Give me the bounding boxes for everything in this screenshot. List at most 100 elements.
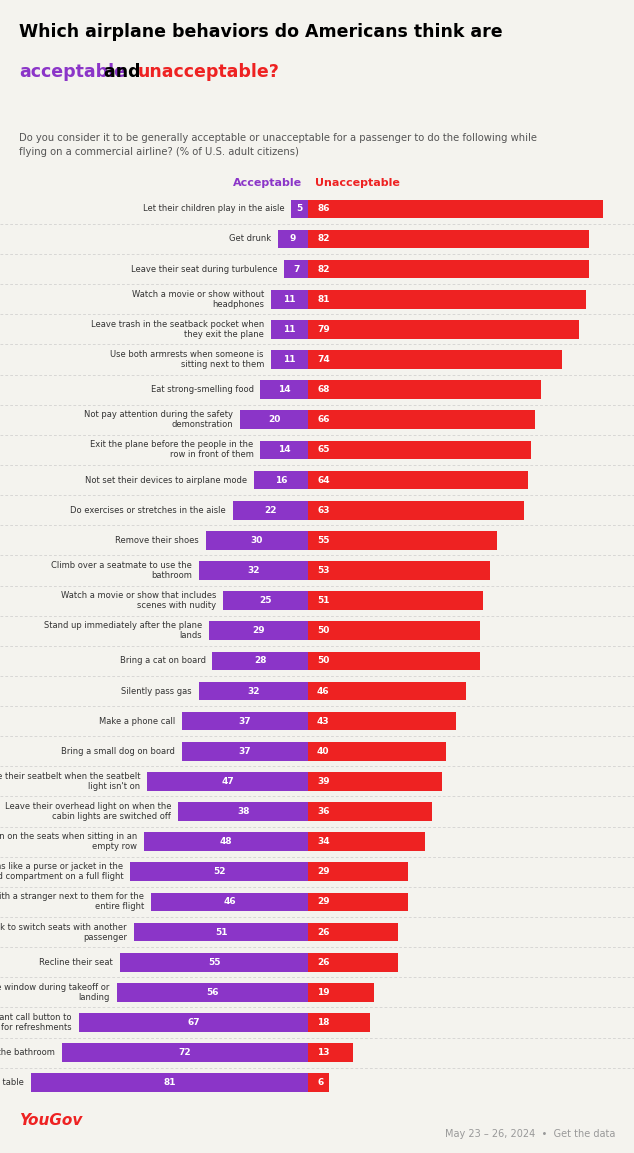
Bar [308,862,408,881]
Text: 51: 51 [215,928,228,936]
Bar [308,621,480,640]
Text: Exit the plane before the people in the
row in front of them: Exit the plane before the people in the … [91,440,254,459]
Text: Remove their shoes: Remove their shoes [115,536,199,545]
Text: 30: 30 [251,536,263,545]
Bar [308,711,456,731]
Bar [308,289,586,309]
Bar [308,984,373,1002]
Text: 64: 64 [317,475,330,484]
Text: May 23 – 26, 2024  •  Get the data: May 23 – 26, 2024 • Get the data [444,1129,615,1139]
Text: Ask to switch seats with another
passenger: Ask to switch seats with another passeng… [0,922,127,942]
Bar [223,591,308,610]
Text: 74: 74 [317,355,330,364]
Text: 39: 39 [317,777,330,786]
Text: Lie down on the seats when sitting in an
empty row: Lie down on the seats when sitting in an… [0,832,137,851]
Text: 55: 55 [317,536,330,545]
Bar [308,351,562,369]
Text: Not pay attention during the safety
demonstration: Not pay attention during the safety demo… [84,410,233,429]
Text: Leave trash in the seatback pocket when
they exit the plane: Leave trash in the seatback pocket when … [91,319,264,339]
Text: Unacceptable: Unacceptable [315,178,400,188]
Text: Stand up immediately after the plane
lands: Stand up immediately after the plane lan… [44,621,202,640]
Bar [308,922,398,942]
Text: 50: 50 [317,626,330,635]
Text: Bring a cat on board: Bring a cat on board [120,656,205,665]
Text: Which airplane behaviors do Americans think are: Which airplane behaviors do Americans th… [19,23,503,42]
Bar [308,773,442,791]
Text: 22: 22 [264,506,277,514]
Bar [308,380,541,399]
Text: 19: 19 [317,988,330,997]
Text: 26: 26 [317,958,330,966]
Text: 68: 68 [317,385,330,394]
Text: Push the flight attendant call button to
ask for refreshments: Push the flight attendant call button to… [0,1013,72,1032]
Text: 32: 32 [247,686,260,695]
Bar [181,741,308,761]
Bar [308,532,497,550]
Text: 11: 11 [283,355,296,364]
Bar [209,621,308,640]
Bar [308,321,579,339]
Bar [199,681,308,700]
Text: 29: 29 [317,897,330,906]
Text: Close the window during takeoff or
landing: Close the window during takeoff or landi… [0,982,110,1002]
Bar [181,711,308,731]
Text: Chat with a stranger next to them for the
entire flight: Chat with a stranger next to them for th… [0,892,144,912]
Text: unacceptable?: unacceptable? [138,63,280,82]
Text: 65: 65 [317,445,330,454]
Text: 14: 14 [278,385,291,394]
Text: Leave their seat during turbulence: Leave their seat during turbulence [131,265,278,273]
Text: 51: 51 [317,596,330,605]
Text: 7: 7 [294,265,300,273]
Text: Get drunk: Get drunk [229,234,271,243]
Bar [308,952,398,972]
Bar [291,199,308,218]
Text: Climb over a seatmate to use the
bathroom: Climb over a seatmate to use the bathroo… [51,562,192,580]
Text: 6: 6 [317,1078,323,1087]
Text: 50: 50 [317,656,330,665]
Text: YouGov: YouGov [19,1113,82,1128]
Text: Let their children play in the aisle: Let their children play in the aisle [143,204,285,213]
Text: 11: 11 [283,295,296,303]
Bar [271,351,308,369]
Bar [130,862,308,881]
Text: 14: 14 [278,445,291,454]
Bar [308,470,527,489]
Bar [147,773,308,791]
Bar [308,681,466,700]
Bar [117,984,308,1002]
Text: Recline their seat: Recline their seat [39,958,113,966]
Text: 37: 37 [239,717,251,725]
Bar [308,562,490,580]
Text: Make a phone call: Make a phone call [98,717,175,725]
Text: 47: 47 [221,777,235,786]
Bar [271,289,308,309]
Bar [308,229,590,248]
Bar [212,651,308,670]
Text: 55: 55 [208,958,221,966]
Text: 25: 25 [259,596,272,605]
Bar [61,1043,308,1062]
Bar [261,380,308,399]
Bar [308,259,590,279]
Text: 5: 5 [297,204,303,213]
Text: Do exercises or stretches in the aisle: Do exercises or stretches in the aisle [70,506,226,514]
Text: 81: 81 [164,1078,176,1087]
Bar [308,1013,370,1032]
Bar [285,259,308,279]
Text: 26: 26 [317,928,330,936]
Text: Use both armrests when someone is
sitting next to them: Use both armrests when someone is sittin… [110,351,264,369]
Text: 29: 29 [317,867,330,876]
Text: 29: 29 [252,626,265,635]
Text: 43: 43 [317,717,330,725]
Text: 34: 34 [317,837,330,846]
Text: Not set their devices to airplane mode: Not set their devices to airplane mode [84,475,247,484]
Text: 63: 63 [317,506,330,514]
Text: 20: 20 [268,415,280,424]
Bar [79,1013,308,1032]
Text: 82: 82 [317,234,330,243]
Text: Bring a small dog on board: Bring a small dog on board [61,747,175,755]
Text: 82: 82 [317,265,330,273]
Bar [199,562,308,580]
Bar [261,440,308,459]
Text: 81: 81 [317,295,330,303]
